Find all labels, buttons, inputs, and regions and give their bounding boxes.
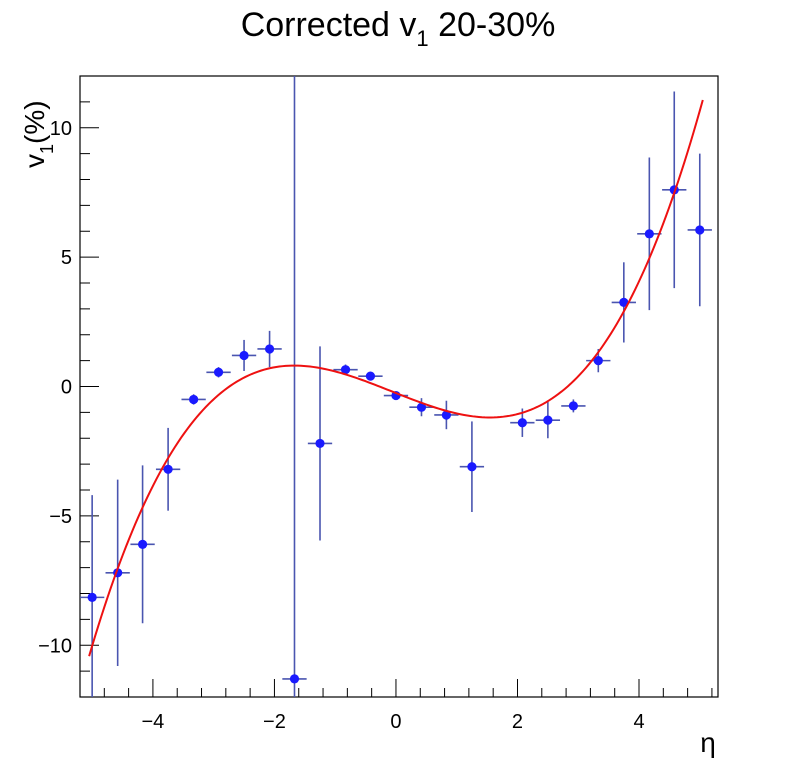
x-tick-label: 4 — [633, 711, 644, 733]
data-point — [416, 402, 427, 412]
x-axis-label: η — [700, 727, 716, 758]
x-tick-label: −2 — [263, 711, 286, 733]
y-axis-label-subscript: 1 — [37, 144, 57, 154]
data-point — [467, 462, 477, 472]
data-point — [365, 371, 376, 381]
y-tick-label: 5 — [61, 247, 72, 269]
y-tick-label: 0 — [61, 377, 72, 399]
data-point — [315, 438, 325, 449]
x-tick-label: −4 — [142, 711, 165, 733]
data-point — [695, 225, 705, 235]
plot-frame — [79, 75, 719, 698]
data-point — [568, 401, 578, 411]
data-point — [213, 367, 224, 377]
y-axis-label: v1(%) — [19, 100, 57, 168]
data-points — [87, 185, 705, 684]
chart-title-subscript: 1 — [416, 26, 428, 51]
data-point — [644, 229, 654, 239]
fit-curve — [88, 99, 704, 657]
data-point — [593, 356, 603, 366]
data-point — [517, 418, 527, 428]
data-point — [543, 415, 553, 425]
data-point — [189, 394, 199, 405]
x-tick-label: 0 — [390, 711, 401, 733]
chart-title-rest: 20-30% — [429, 6, 556, 44]
y-tick-label: −10 — [38, 635, 72, 657]
axis-ticks — [79, 75, 713, 698]
y-tick-label: 10 — [50, 118, 72, 140]
error-bars — [80, 76, 712, 697]
y-tick-label: −5 — [49, 506, 72, 528]
x-tick-label: 2 — [512, 711, 523, 733]
y-axis-label-main: v — [19, 154, 50, 168]
data-point — [87, 592, 97, 602]
data-point — [239, 350, 249, 361]
data-point — [441, 410, 451, 420]
data-point — [163, 464, 173, 474]
data-point — [264, 344, 275, 354]
axis-tick-labels: −4 −2 0 2 4 −10 −5 0 5 10 — [38, 118, 645, 733]
chart-title-main: Corrected v — [241, 6, 417, 44]
data-point — [619, 297, 629, 308]
data-point — [289, 674, 300, 684]
data-point — [137, 539, 148, 549]
chart-title: Corrected v1 20-30% — [241, 6, 556, 51]
data-point — [340, 365, 351, 375]
y-axis-label-rest: (%) — [19, 100, 50, 144]
